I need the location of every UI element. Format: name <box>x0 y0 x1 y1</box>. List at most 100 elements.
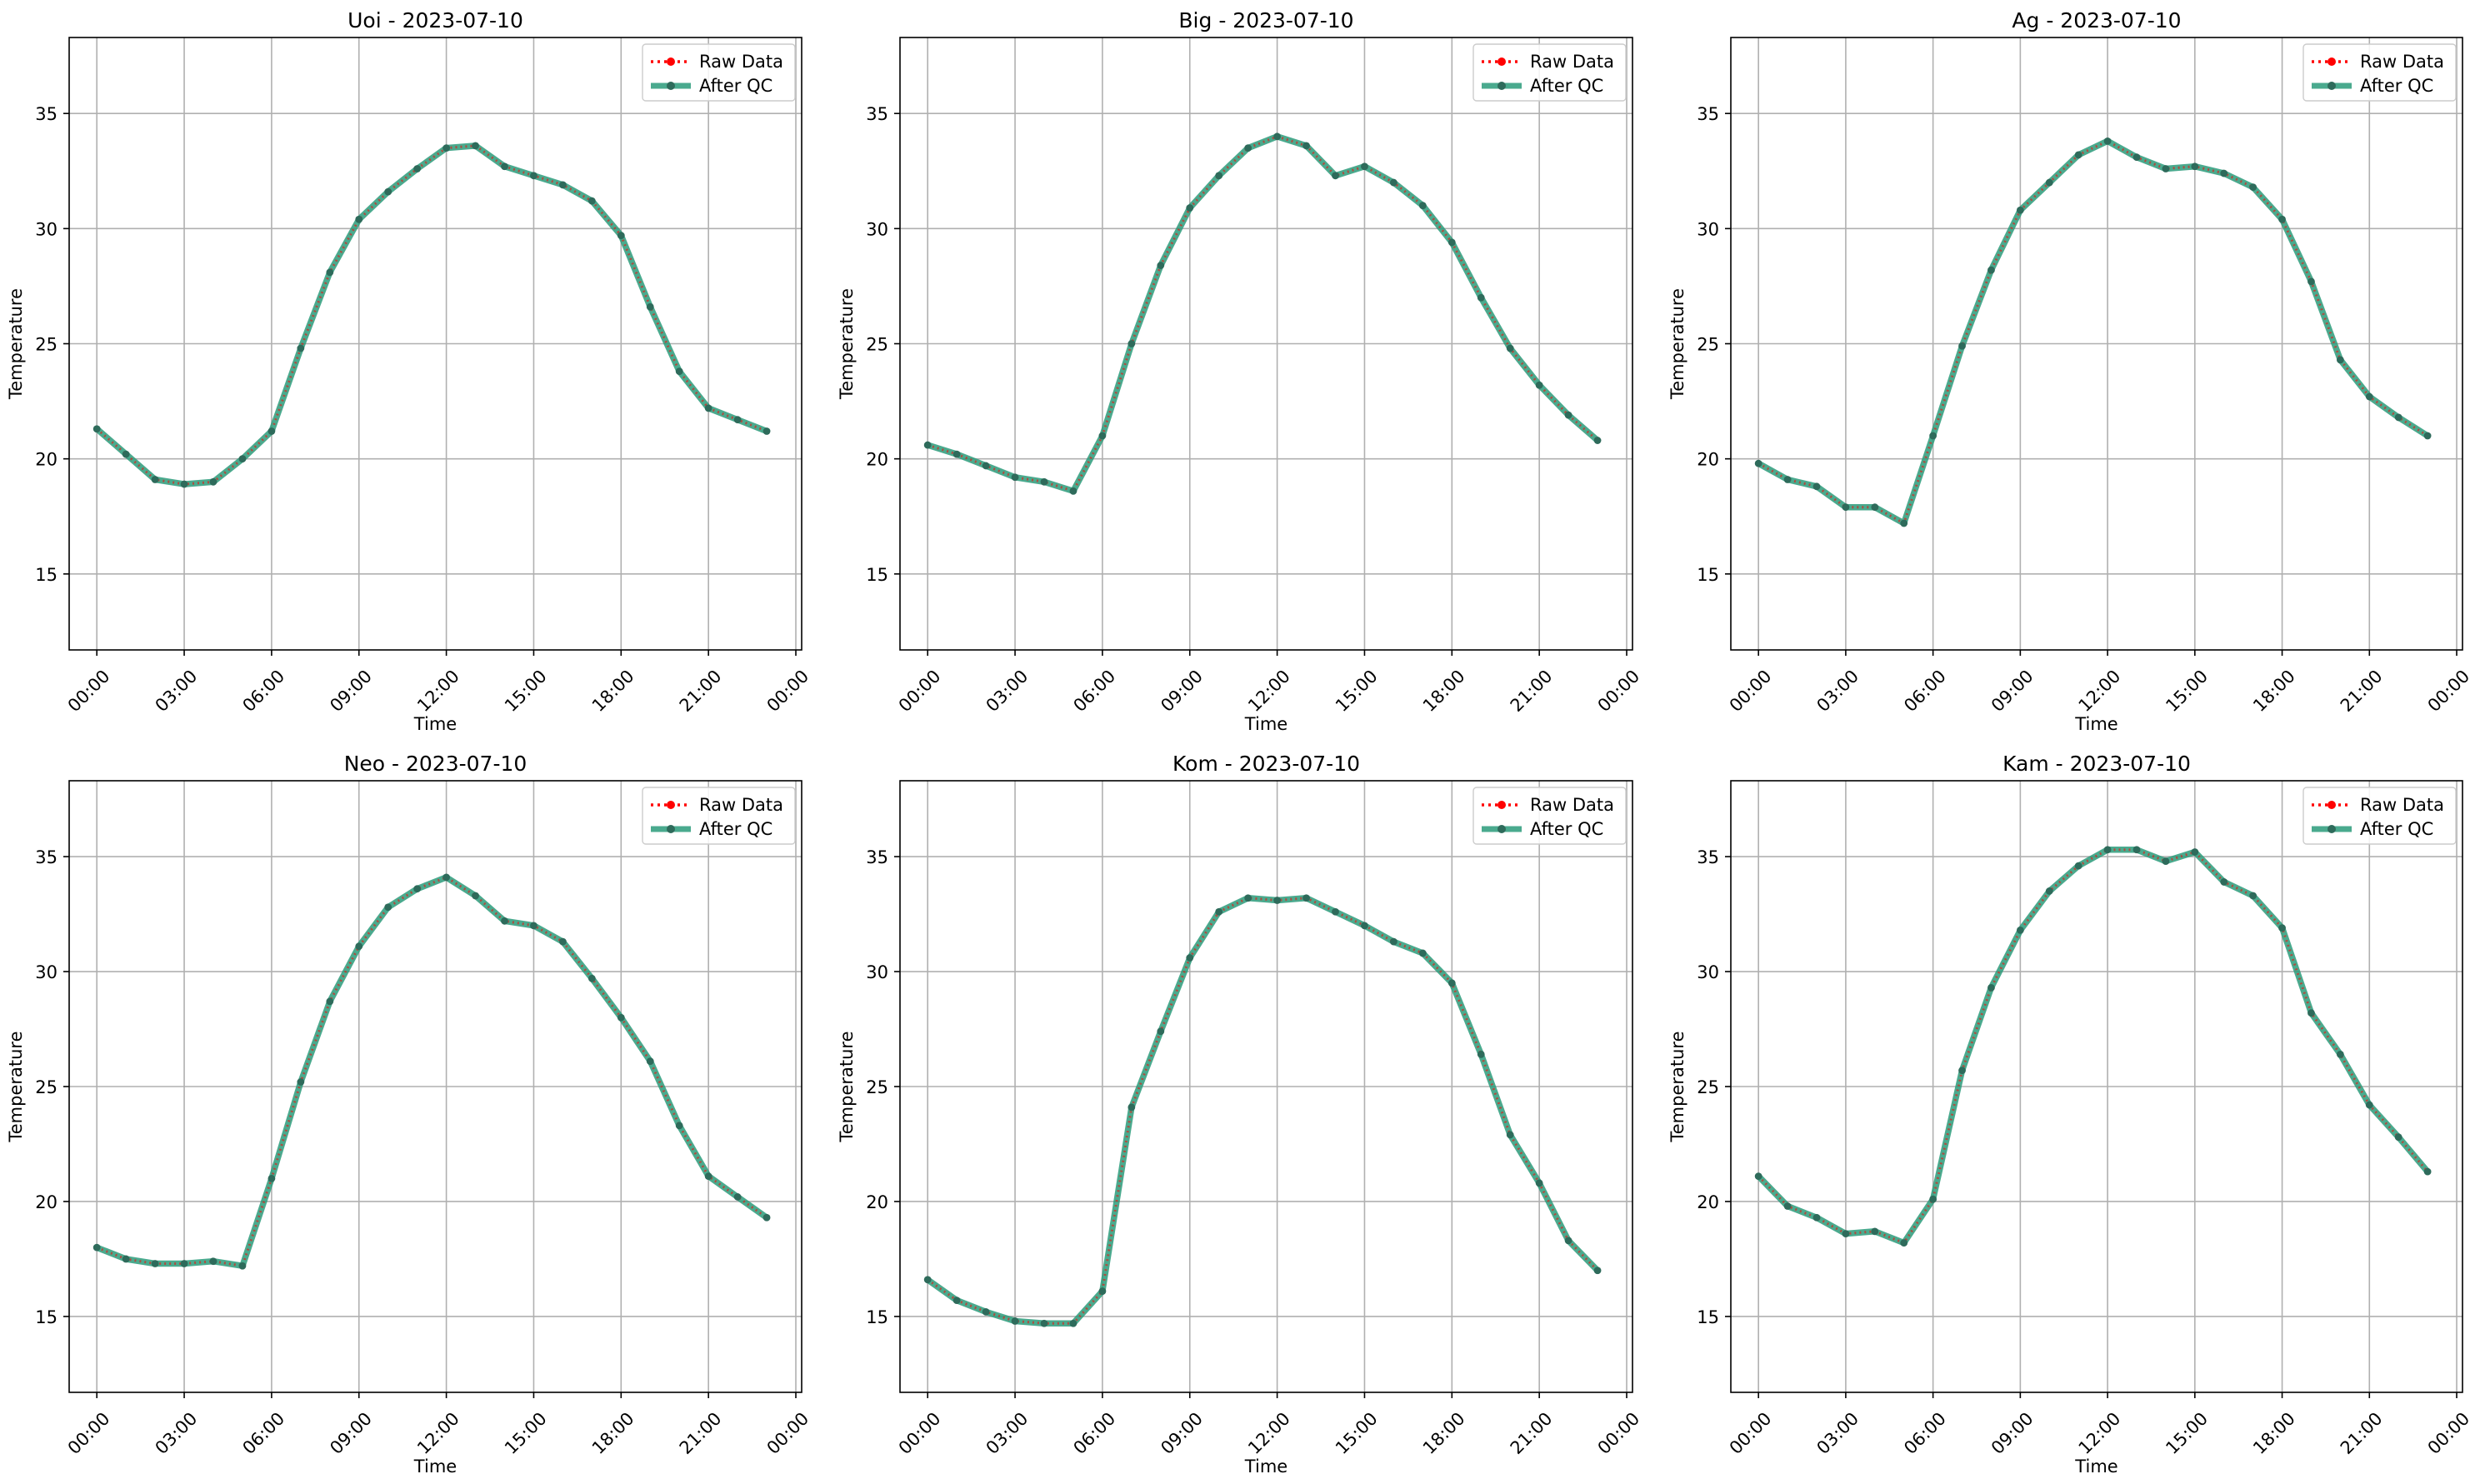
after-qc-point <box>1244 144 1252 152</box>
after-qc-point <box>92 1243 101 1252</box>
y-tick-label: 30 <box>35 962 58 982</box>
x-tick-label: 00:00 <box>763 666 813 716</box>
x-tick-label: 15:00 <box>1332 666 1382 716</box>
after-qc-point <box>952 450 961 458</box>
x-tick-label: 00:00 <box>64 1408 114 1458</box>
after-qc-point <box>1157 1027 1165 1036</box>
legend-after-qc-label: After QC <box>2360 76 2433 96</box>
after-qc-point <box>2132 846 2141 854</box>
legend-after-qc-marker <box>1498 825 1506 833</box>
x-tick-label: 12:00 <box>2075 666 2125 716</box>
after-qc-point <box>442 873 451 882</box>
after-qc-point <box>1418 202 1427 210</box>
after-qc-point <box>1069 487 1078 495</box>
after-qc-point <box>1098 432 1107 440</box>
legend-raw-data-marker <box>2328 801 2336 809</box>
x-axis-label: Time <box>413 714 457 734</box>
after-qc-point <box>297 344 305 352</box>
after-qc-point <box>151 1260 159 1267</box>
series-line-raw-data <box>927 135 1599 493</box>
after-qc-point <box>1535 381 1543 389</box>
y-tick-label: 25 <box>866 1077 888 1097</box>
subplot-panel: 15 20 25 30 35 00:00 03:00 06:00 09:00 12:00 15:00… <box>6 752 812 1477</box>
after-qc-point <box>355 942 363 951</box>
subplot-title: Big - 2023-07-10 <box>1178 8 1353 32</box>
after-qc-point <box>1390 937 1398 946</box>
x-tick-label: 06:00 <box>238 666 288 716</box>
after-qc-point <box>1842 1230 1850 1238</box>
after-qc-point <box>2045 887 2053 895</box>
after-qc-point <box>1900 1239 1908 1247</box>
x-tick-label: 21:00 <box>1507 666 1557 716</box>
series-line-raw-data <box>96 144 768 486</box>
after-qc-point <box>92 425 101 433</box>
legend-after-qc-marker <box>667 825 675 833</box>
after-qc-point <box>952 1297 961 1305</box>
x-tick-label: 06:00 <box>1069 1408 1119 1458</box>
after-qc-point <box>180 480 188 488</box>
after-qc-point <box>675 367 683 376</box>
after-qc-point <box>1812 482 1821 491</box>
series-line-raw-data <box>96 876 768 1267</box>
after-qc-point <box>1900 519 1908 527</box>
x-tick-label: 18:00 <box>2249 1408 2299 1458</box>
x-tick-label: 00:00 <box>1726 1408 1776 1458</box>
subplot-title: Neo - 2023-07-10 <box>344 752 528 776</box>
after-qc-point <box>2308 1009 2315 1017</box>
after-qc-point <box>1128 1103 1136 1112</box>
after-qc-point <box>1157 262 1165 269</box>
after-qc-point <box>2365 1101 2373 1109</box>
subplot-panel: 15 20 25 30 35 00:00 03:00 06:00 09:00 12:00 15:00… <box>1668 752 2473 1477</box>
after-qc-point <box>1754 1172 1762 1181</box>
x-tick-label: 03:00 <box>152 1408 202 1458</box>
after-qc-point <box>1361 162 1368 171</box>
x-tick-label: 18:00 <box>1419 666 1469 716</box>
after-qc-point <box>238 1262 247 1270</box>
after-qc-point <box>122 1255 130 1263</box>
legend-after-qc-label: After QC <box>1530 819 1603 839</box>
x-tick-label: 15:00 <box>501 666 551 716</box>
after-qc-point <box>1783 476 1792 483</box>
y-tick-label: 35 <box>866 104 888 124</box>
y-tick-label: 25 <box>1697 1077 1719 1097</box>
after-qc-point <box>1128 340 1136 347</box>
after-qc-point <box>675 1122 683 1130</box>
x-tick-label: 00:00 <box>895 666 945 716</box>
legend-after-qc-label: After QC <box>1530 76 1603 96</box>
x-tick-label: 12:00 <box>413 1408 463 1458</box>
after-qc-point <box>1564 411 1572 419</box>
legend: Raw Data After QC <box>1472 43 1627 102</box>
after-qc-point <box>1783 1202 1792 1210</box>
y-tick-label: 25 <box>35 1077 58 1097</box>
x-tick-label: 15:00 <box>2162 666 2212 716</box>
after-qc-point <box>2220 878 2228 886</box>
after-qc-point <box>1332 907 1339 916</box>
after-qc-point <box>413 885 422 893</box>
y-tick-label: 20 <box>866 1192 888 1212</box>
after-qc-point <box>617 1013 625 1022</box>
x-tick-label: 15:00 <box>2162 1408 2212 1458</box>
after-qc-point <box>413 165 422 172</box>
after-qc-point <box>1215 907 1223 916</box>
after-qc-point <box>2074 151 2082 159</box>
x-tick-label: 00:00 <box>1594 1408 1644 1458</box>
after-qc-point <box>588 974 596 982</box>
x-tick-label: 09:00 <box>326 666 376 716</box>
after-qc-point <box>501 162 508 171</box>
legend-raw-data-marker <box>667 801 675 809</box>
x-axis-label: Time <box>413 1457 457 1477</box>
x-tick-label: 18:00 <box>1419 1408 1469 1458</box>
series-line-after-qc <box>1755 137 2431 527</box>
after-qc-point <box>1244 894 1252 902</box>
legend-after-qc-label: After QC <box>2360 819 2433 839</box>
after-qc-point <box>2278 924 2286 932</box>
legend-raw-data-marker <box>667 57 675 66</box>
after-qc-point <box>1958 1067 1966 1075</box>
after-qc-point <box>646 1057 654 1066</box>
legend: Raw Data After QC <box>642 787 796 845</box>
x-tick-label: 03:00 <box>982 666 1032 716</box>
x-tick-label: 06:00 <box>1900 1408 1950 1458</box>
legend-after-qc-marker <box>667 82 675 90</box>
after-qc-point <box>1988 266 1995 274</box>
after-qc-point <box>2103 846 2112 854</box>
